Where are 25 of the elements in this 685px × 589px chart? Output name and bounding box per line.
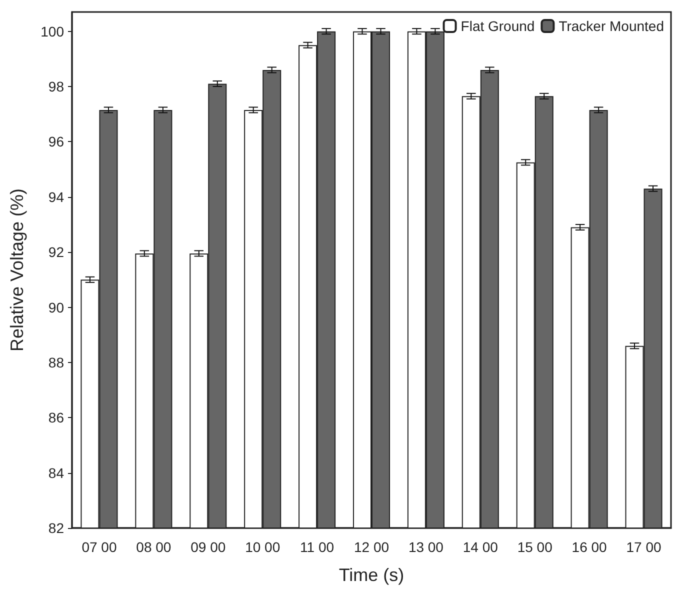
y-tick-label: 98: [48, 78, 64, 95]
x-tick-label: 11 00: [300, 539, 334, 555]
x-tick-label: 15 00: [517, 539, 553, 555]
x-tick-label: 12 00: [354, 539, 390, 555]
y-tick-label: 100: [40, 23, 64, 40]
y-tick-label: 94: [48, 188, 64, 205]
y-tick-label: 88: [48, 354, 64, 370]
y-tick-label: 86: [48, 410, 64, 426]
y-axis-title: Relative Voltage (%): [7, 188, 27, 352]
legend-label: Flat Ground: [460, 18, 535, 34]
x-tick-label: 13 00: [408, 539, 444, 555]
y-tick-label: 82: [48, 520, 64, 536]
legend-label: Tracker Mounted: [558, 18, 664, 34]
x-tick-label: 14 00: [462, 539, 498, 555]
x-tick-label: 16 00: [572, 539, 608, 555]
y-tick-label: 90: [48, 299, 64, 316]
y-tick-label: 84: [48, 464, 64, 481]
y-tick-label: 96: [48, 134, 64, 150]
x-tick-label: 10 00: [245, 539, 280, 555]
x-tick-label: 08 00: [136, 539, 172, 555]
x-tick-label: 09 00: [190, 539, 226, 555]
y-tick-label: 92: [48, 244, 64, 260]
x-tick-label: 17 00: [626, 539, 662, 555]
x-tick-label: 07 00: [82, 539, 117, 555]
x-axis-title: Time (s): [338, 565, 404, 585]
